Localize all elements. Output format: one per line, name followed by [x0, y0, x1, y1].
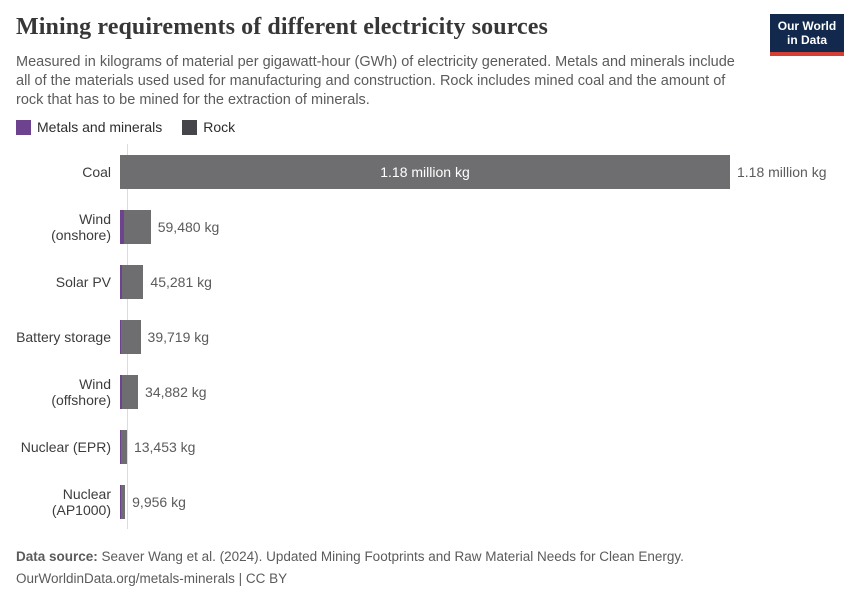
metals-segment[interactable] — [120, 209, 124, 244]
rock-segment[interactable] — [123, 209, 151, 244]
bar-row: Battery storage 39,719 kg — [16, 309, 836, 364]
owid-logo-line1: Our World — [777, 19, 837, 33]
bar-row: Nuclear (EPR) 13,453 kg — [16, 419, 836, 474]
data-source-line: Data source: Seaver Wang et al. (2024). … — [16, 546, 816, 568]
bar-value-label: 9,956 kg — [132, 493, 186, 510]
owid-logo-line2: in Data — [786, 33, 827, 47]
metals-segment[interactable] — [120, 374, 122, 409]
bar[interactable] — [120, 319, 141, 354]
chart-subtitle: Measured in kilograms of material per gi… — [16, 54, 735, 108]
rock-segment[interactable] — [120, 154, 730, 189]
bar-value-label: 1.18 million kg — [737, 163, 827, 180]
data-source-text: Seaver Wang et al. (2024). Updated Minin… — [101, 549, 684, 564]
category-label: Nuclear (EPR) — [20, 438, 111, 455]
rock-segment[interactable] — [121, 319, 141, 354]
legend-item: Metals and minerals — [16, 119, 162, 135]
bar[interactable] — [120, 484, 126, 519]
bar[interactable] — [120, 264, 144, 299]
bar-row: Wind (onshore) 59,480 kg — [16, 199, 836, 254]
legend-label: Rock — [203, 119, 236, 135]
bar-row: Nuclear (AP1000) 9,956 kg — [16, 474, 836, 529]
category-label: Wind (offshore) — [51, 375, 111, 408]
bar-value-label: 45,281 kg — [150, 273, 212, 290]
legend-label: Metals and minerals — [37, 119, 163, 135]
metals-segment[interactable] — [120, 429, 121, 464]
bar-row: Wind (offshore) 34,882 kg — [16, 364, 836, 419]
bar-value-label: 39,719 kg — [147, 328, 210, 345]
bar-chart: Coal 1.18 million kg 1.18 million kg Win… — [16, 144, 836, 529]
category-label: Wind (onshore) — [51, 210, 111, 243]
bar-value-label: 13,453 kg — [133, 438, 196, 455]
data-source-label: Data source: — [16, 549, 98, 564]
category-label: Coal — [82, 163, 111, 180]
bar[interactable] — [120, 209, 151, 244]
bar-row: Coal 1.18 million kg 1.18 million kg — [16, 144, 836, 199]
chart-footer: Data source: Seaver Wang et al. (2024). … — [16, 546, 816, 590]
category-label: Nuclear (AP1000) — [51, 485, 111, 518]
bar-value-label: 34,882 kg — [145, 383, 207, 400]
bar[interactable] — [120, 429, 127, 464]
category-label: Battery storage — [16, 328, 111, 345]
legend-swatch — [16, 119, 31, 135]
category-label: Solar PV — [55, 273, 111, 290]
rock-segment[interactable] — [121, 484, 126, 519]
metals-segment[interactable] — [120, 319, 121, 354]
chart-legend: Metals and minerals Rock — [16, 119, 235, 135]
rock-segment[interactable] — [122, 264, 144, 299]
license-line: OurWorldinData.org/metals-minerals | CC … — [16, 571, 288, 586]
bar[interactable] — [120, 374, 139, 409]
bar-rows: Coal 1.18 million kg 1.18 million kg Win… — [16, 144, 836, 529]
legend-swatch — [182, 119, 198, 135]
metals-segment[interactable] — [120, 264, 122, 299]
legend-item: Rock — [182, 119, 235, 135]
owid-logo: Our World in Data — [770, 14, 844, 56]
rock-segment[interactable] — [122, 374, 139, 409]
bar-value-label: 59,480 kg — [157, 218, 220, 235]
metals-segment[interactable] — [120, 484, 121, 519]
rock-segment[interactable] — [121, 429, 127, 464]
page-title: Mining requirements of different electri… — [16, 14, 548, 40]
bar[interactable]: 1.18 million kg — [120, 154, 730, 189]
bar-row: Solar PV 45,281 kg — [16, 254, 836, 309]
